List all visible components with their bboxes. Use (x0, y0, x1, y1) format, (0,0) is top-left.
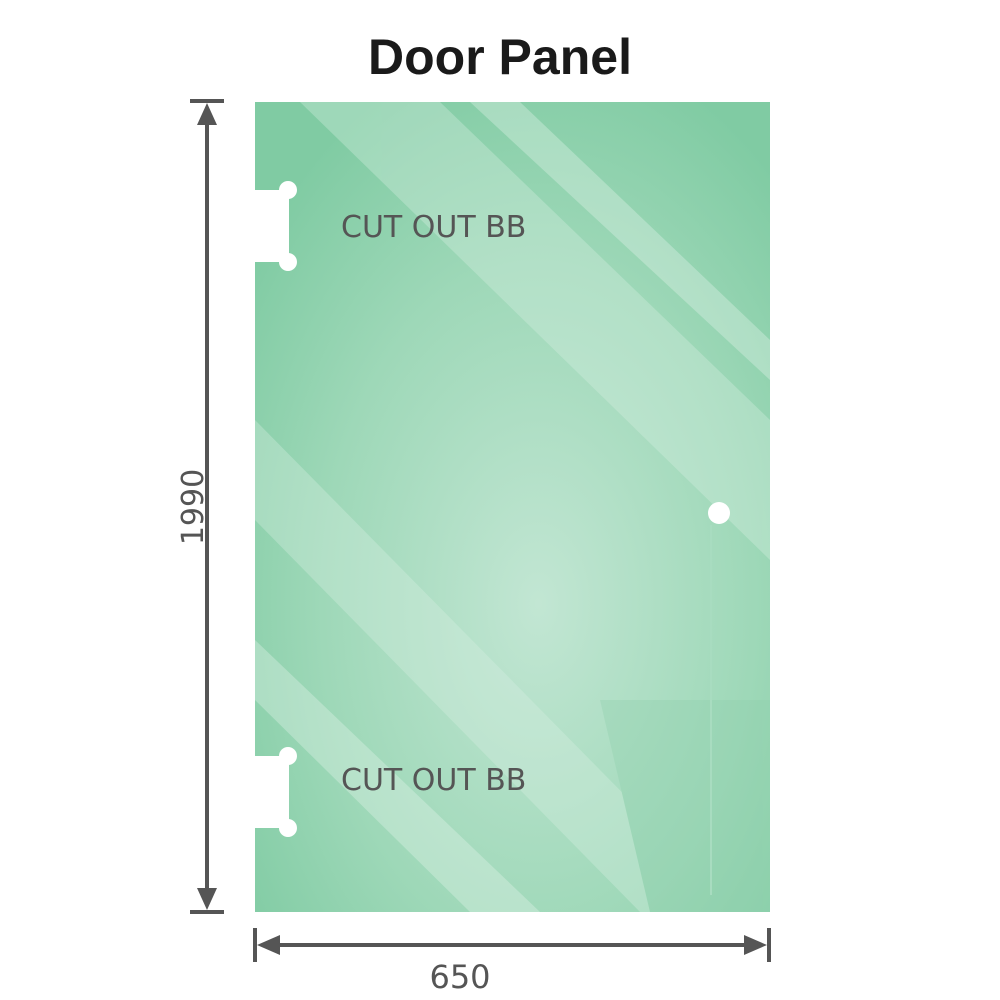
diagram-title: Door Panel (368, 29, 632, 85)
cutout-bottom (250, 747, 297, 837)
width-label: 650 (429, 958, 490, 996)
width-dimension (253, 928, 771, 962)
handle-hole (708, 502, 730, 524)
glass-panel (255, 102, 770, 912)
height-label: 1990 (176, 469, 211, 545)
cutout-top (250, 181, 297, 271)
height-dimension (190, 99, 224, 914)
cutout-label-bottom: CUT OUT BB (341, 763, 526, 798)
cutout-label-top: CUT OUT BB (341, 210, 526, 245)
